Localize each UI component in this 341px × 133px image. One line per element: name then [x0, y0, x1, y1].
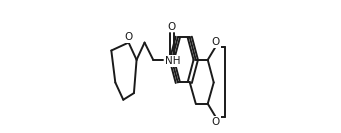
Text: O: O: [168, 22, 176, 32]
Text: O: O: [212, 117, 220, 127]
Text: NH: NH: [164, 56, 180, 66]
Text: O: O: [124, 32, 133, 42]
Text: O: O: [212, 37, 220, 47]
